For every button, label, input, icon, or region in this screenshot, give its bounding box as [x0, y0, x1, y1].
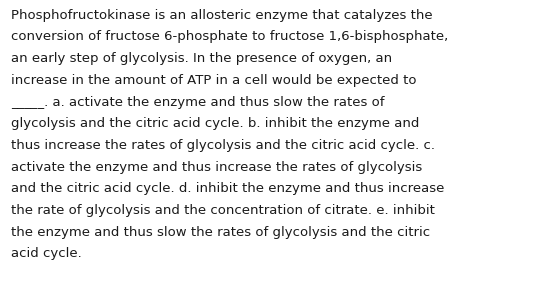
- Text: _____. a. activate the enzyme and thus slow the rates of: _____. a. activate the enzyme and thus s…: [11, 96, 384, 108]
- Text: the enzyme and thus slow the rates of glycolysis and the citric: the enzyme and thus slow the rates of gl…: [11, 226, 430, 239]
- Text: the rate of glycolysis and the concentration of citrate. e. inhibit: the rate of glycolysis and the concentra…: [11, 204, 435, 217]
- Text: and the citric acid cycle. d. inhibit the enzyme and thus increase: and the citric acid cycle. d. inhibit th…: [11, 182, 445, 195]
- Text: conversion of fructose 6-phosphate to fructose 1,6-bisphosphate,: conversion of fructose 6-phosphate to fr…: [11, 30, 449, 43]
- Text: thus increase the rates of glycolysis and the citric acid cycle. c.: thus increase the rates of glycolysis an…: [11, 139, 435, 152]
- Text: acid cycle.: acid cycle.: [11, 247, 82, 260]
- Text: an early step of glycolysis. In the presence of oxygen, an: an early step of glycolysis. In the pres…: [11, 52, 392, 65]
- Text: glycolysis and the citric acid cycle. b. inhibit the enzyme and: glycolysis and the citric acid cycle. b.…: [11, 117, 420, 130]
- Text: Phosphofructokinase is an allosteric enzyme that catalyzes the: Phosphofructokinase is an allosteric enz…: [11, 9, 433, 22]
- Text: activate the enzyme and thus increase the rates of glycolysis: activate the enzyme and thus increase th…: [11, 161, 422, 173]
- Text: increase in the amount of ATP in a cell would be expected to: increase in the amount of ATP in a cell …: [11, 74, 417, 87]
